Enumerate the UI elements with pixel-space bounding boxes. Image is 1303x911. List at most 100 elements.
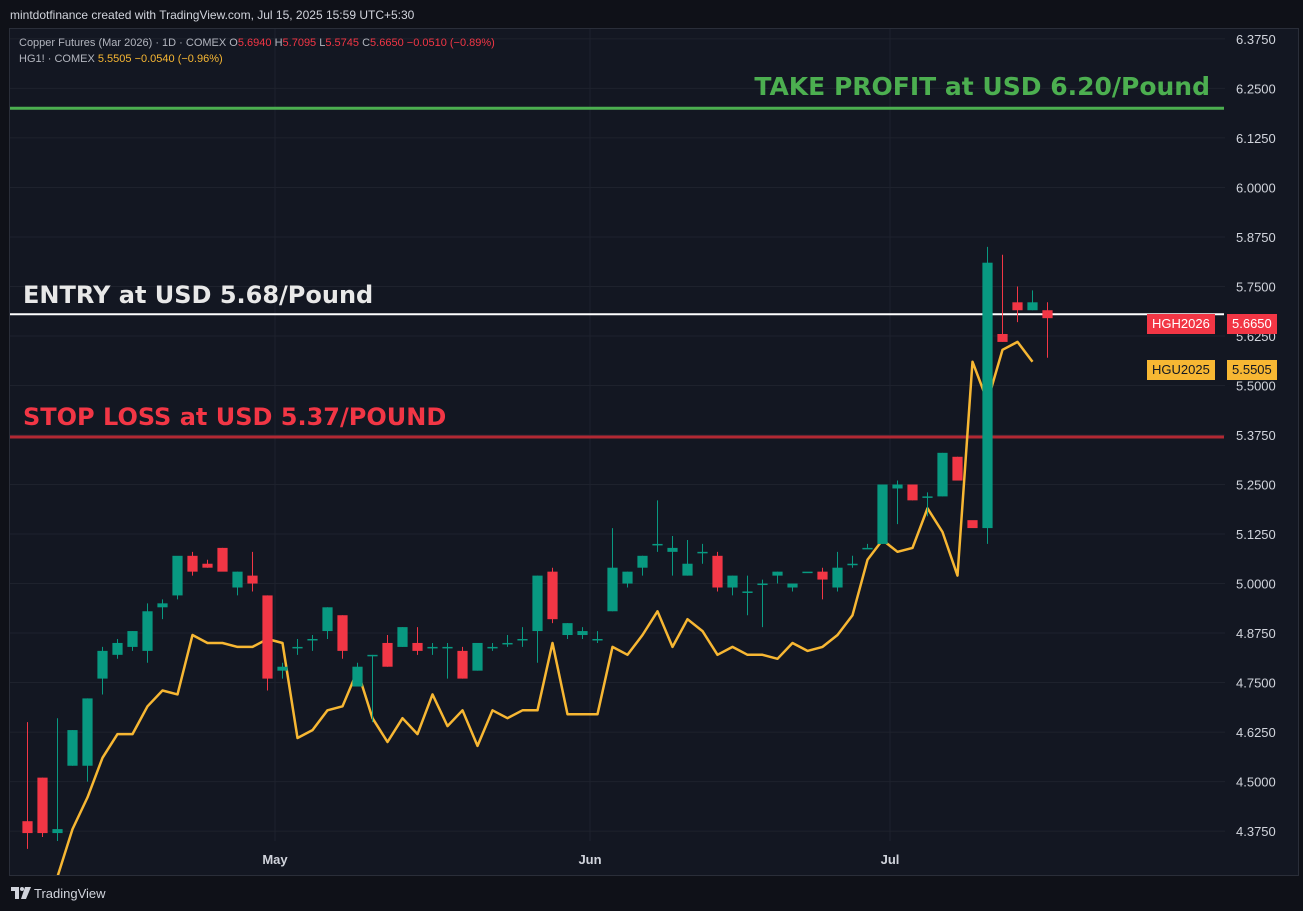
x-tick-label: May — [262, 852, 288, 867]
y-tick-label: 5.5000 — [1236, 378, 1276, 393]
candle-body — [322, 607, 333, 632]
legend-high-label: H — [274, 37, 283, 49]
legend-high-value: 5.7095 — [282, 37, 317, 49]
candle-body — [982, 262, 993, 529]
candle-body — [952, 456, 963, 481]
candle-body — [847, 563, 858, 566]
candle-body — [52, 829, 63, 834]
candle-body — [97, 650, 108, 679]
candle-body — [592, 638, 603, 641]
candle-body — [877, 484, 888, 544]
candle-body — [607, 567, 618, 612]
candle-body — [682, 563, 693, 576]
legend-compare-symbol[interactable]: HG1! · COMEX — [19, 53, 95, 65]
legend-open-label: O — [229, 37, 238, 49]
stop-loss-annotation[interactable]: STOP LOSS at USD 5.37/POUND — [23, 403, 447, 431]
y-tick-label: 4.6250 — [1236, 725, 1276, 740]
candle-body — [172, 555, 183, 596]
tradingview-logo-icon[interactable] — [10, 885, 32, 901]
candle-body — [517, 638, 528, 641]
candle-body — [82, 698, 93, 766]
candle-body — [562, 623, 573, 636]
candle-body — [907, 484, 918, 501]
main-symbol-badge: HGH2026 — [1147, 314, 1215, 334]
entry-annotation[interactable]: ENTRY at USD 5.68/Pound — [23, 281, 374, 309]
candle-body — [577, 631, 588, 636]
legend-compare-change: −0.0540 (−0.96%) — [134, 53, 223, 65]
candle-body — [202, 563, 213, 568]
candle-body — [622, 571, 633, 584]
y-tick-label: 4.3750 — [1236, 824, 1276, 839]
candle-body — [862, 547, 873, 550]
take-profit-annotation[interactable]: TAKE PROFIT at USD 6.20/Pound — [754, 72, 1210, 101]
candle-body — [307, 638, 318, 641]
candle-body — [232, 571, 243, 588]
candle-body — [757, 583, 768, 586]
candle-body — [382, 642, 393, 667]
legend-main-row: Copper Futures (Mar 2026) · 1D · COMEX O… — [19, 35, 495, 51]
candle-body — [142, 611, 153, 651]
footer-bar: TradingView — [0, 876, 1303, 911]
candle-body — [997, 333, 1008, 342]
main-price-badge: 5.6650 — [1227, 314, 1277, 334]
y-tick-label: 5.0000 — [1236, 577, 1276, 592]
x-tick-label: Jul — [881, 852, 900, 867]
compare-price-badge: 5.5505 — [1227, 360, 1277, 380]
candle-body — [427, 646, 438, 649]
candle-body — [1027, 302, 1038, 311]
candle-body — [292, 646, 303, 649]
candle-body — [817, 571, 828, 580]
legend-main-symbol[interactable]: Copper Futures (Mar 2026) · 1D · COMEX — [19, 37, 227, 49]
candle-body — [187, 555, 198, 572]
candle-body — [442, 646, 453, 649]
chart-legend: Copper Futures (Mar 2026) · 1D · COMEX O… — [19, 35, 495, 67]
candle-body — [217, 547, 228, 572]
candle-body — [922, 496, 933, 498]
chart-credit-bar: mintdotfinance created with TradingView.… — [0, 0, 1303, 28]
candle-body — [352, 666, 363, 687]
y-tick-label: 5.1250 — [1236, 527, 1276, 542]
candle-body — [247, 575, 258, 584]
legend-change: −0.0510 (−0.89%) — [406, 37, 495, 49]
chart-panel[interactable]: 4.3750 4.5000 4.6250 4.7500 4.8750 5.0000 5.12… — [9, 28, 1299, 876]
candle-body — [892, 484, 903, 489]
price-chart[interactable]: 4.3750 4.5000 4.6250 4.7500 4.8750 5.0000 5.12… — [10, 29, 1299, 876]
x-tick-label: Jun — [578, 852, 601, 867]
candle-body — [457, 650, 468, 679]
legend-compare-value: 5.5505 — [97, 53, 132, 65]
candle-body — [712, 555, 723, 588]
candle-body — [742, 591, 753, 593]
candle-body — [262, 595, 273, 679]
candle-body — [37, 777, 48, 834]
y-tick-label: 6.2500 — [1236, 81, 1276, 96]
candle-body — [277, 666, 288, 671]
candle-body — [637, 555, 648, 568]
legend-open-value: 5.6940 — [237, 37, 272, 49]
candle-body — [697, 551, 708, 554]
y-tick-label: 5.3750 — [1236, 428, 1276, 443]
candle-body — [802, 571, 813, 574]
legend-low-label: L — [319, 37, 326, 49]
y-tick-label: 4.5000 — [1236, 775, 1276, 790]
candle-body — [532, 575, 543, 632]
candle-body — [1042, 310, 1053, 319]
candle-body — [502, 642, 513, 645]
candle-body — [472, 642, 483, 671]
candle-body — [367, 654, 378, 657]
tradingview-brand[interactable]: TradingView — [34, 886, 106, 901]
candle-body — [832, 567, 843, 588]
legend-close-value: 5.6650 — [370, 37, 404, 49]
candle-body — [967, 520, 978, 529]
candle-body — [787, 583, 798, 588]
candle-body — [1012, 302, 1023, 311]
candle-body — [337, 615, 348, 651]
y-tick-label: 4.7500 — [1236, 676, 1276, 691]
candle-body — [112, 642, 123, 655]
chart-credit: mintdotfinance created with TradingView.… — [10, 8, 415, 22]
candle-body — [67, 730, 78, 766]
candle-body — [652, 543, 663, 546]
candle-body — [397, 627, 408, 647]
y-tick-label: 4.8750 — [1236, 626, 1276, 641]
y-tick-label: 5.7500 — [1236, 279, 1276, 294]
y-tick-label: 6.1250 — [1236, 131, 1276, 146]
